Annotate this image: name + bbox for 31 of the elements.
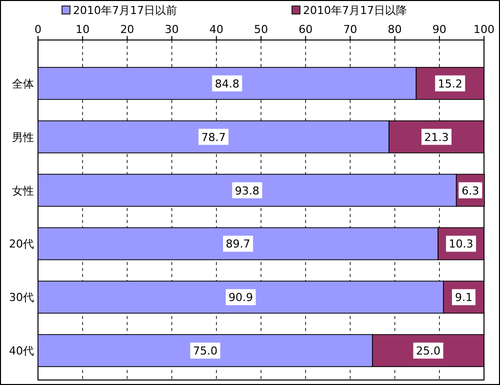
data-label: 10.3: [448, 238, 474, 251]
data-label: 9.1: [454, 291, 472, 304]
legend-label: 2010年7月17日以降: [303, 4, 407, 17]
x-tick-label: 0: [34, 23, 42, 36]
x-tick-label: 70: [343, 23, 358, 36]
data-label: 89.7: [226, 238, 250, 251]
x-tick-label: 80: [388, 23, 402, 36]
x-tick-label: 10: [76, 23, 90, 36]
legend-label: 2010年7月17日以前: [73, 4, 177, 17]
y-tick-label: 全体: [12, 77, 34, 90]
y-tick-label: 20代: [9, 238, 34, 251]
data-label: 75.0: [193, 344, 218, 358]
data-label: 25.0: [416, 344, 440, 358]
data-label: 90.9: [228, 291, 253, 304]
x-tick-label: 30: [164, 23, 179, 36]
x-tick-label: 20: [120, 23, 134, 36]
x-tick-label: 90: [432, 23, 446, 36]
y-tick-label: 男性: [12, 130, 34, 144]
data-label: 21.3: [424, 130, 449, 144]
x-tick-label: 50: [254, 23, 268, 36]
x-tick-label: 40: [209, 23, 224, 36]
y-tick-label: 40代: [9, 344, 34, 358]
data-label: 93.8: [234, 184, 260, 198]
data-label: 84.8: [214, 77, 240, 90]
data-label: 15.2: [438, 77, 462, 90]
data-label: 78.7: [201, 130, 226, 144]
y-tick-label: 女性: [12, 184, 34, 198]
y-tick-label: 30代: [9, 291, 34, 304]
data-label: 6.3: [462, 184, 480, 198]
x-tick-label: 60: [298, 23, 313, 36]
x-tick-label: 100: [474, 23, 494, 36]
